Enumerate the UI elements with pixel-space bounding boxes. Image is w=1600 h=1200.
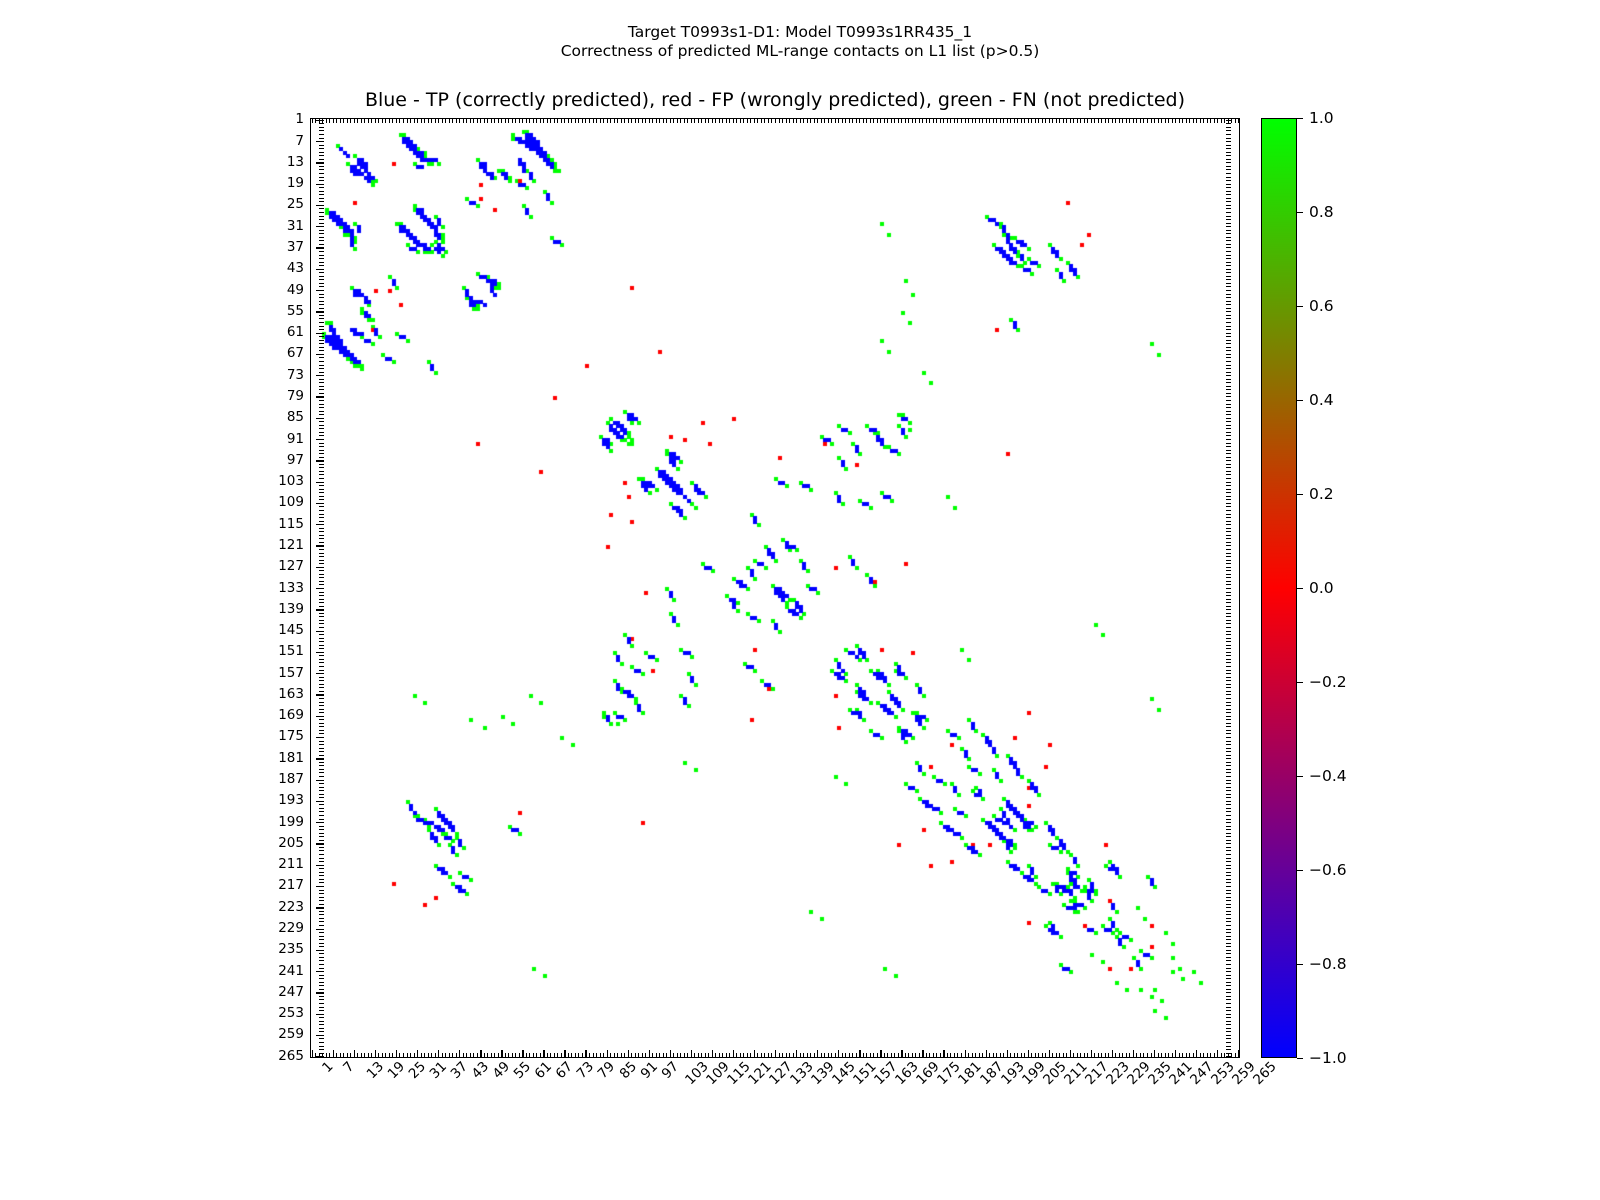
y-axis-tick-label: 79 bbox=[286, 387, 304, 404]
x-axis-tick-label: 55 bbox=[510, 1058, 535, 1083]
colorbar-tick-label: 0.0 bbox=[1309, 578, 1334, 597]
colorbar-tick-label: −0.2 bbox=[1309, 672, 1347, 691]
contact-map-heatmap bbox=[311, 119, 1239, 1057]
y-axis-tick-label: 259 bbox=[278, 1026, 304, 1043]
y-axis-tick-label: 163 bbox=[278, 685, 304, 702]
x-axis-tick-label: 7 bbox=[339, 1058, 358, 1076]
x-axis-tick-label: 13 bbox=[363, 1058, 387, 1083]
y-axis-tick-label: 151 bbox=[278, 643, 304, 660]
y-axis-tick-label: 73 bbox=[286, 366, 304, 383]
colorbar-tick-label: −0.4 bbox=[1309, 766, 1347, 785]
y-axis-tick-label: 1 bbox=[295, 111, 304, 128]
y-axis-tick-label: 169 bbox=[278, 707, 304, 724]
x-axis-tick-label: 265 bbox=[1250, 1058, 1280, 1089]
colorbar-tick-label: −1.0 bbox=[1309, 1048, 1347, 1067]
y-axis-tick-label: 121 bbox=[278, 536, 304, 553]
x-axis-top-minor-ticks bbox=[310, 118, 1240, 132]
y-axis-tick-label: 187 bbox=[278, 771, 304, 788]
y-axis-tick-label: 235 bbox=[278, 941, 304, 958]
y-axis-tick-label: 175 bbox=[278, 728, 304, 745]
colorbar-tick-label: 0.4 bbox=[1309, 390, 1334, 409]
axes-title: Blue - TP (correctly predicted), red - F… bbox=[364, 89, 1186, 111]
x-axis-tick-label: 97 bbox=[658, 1058, 682, 1083]
colorbar-gradient bbox=[1261, 118, 1297, 1058]
y-axis-tick-label: 103 bbox=[278, 473, 304, 490]
colorbar-tick-label: −0.8 bbox=[1309, 954, 1347, 973]
y-axis-tick-label: 181 bbox=[278, 749, 304, 766]
colorbar-tick-label: 0.6 bbox=[1309, 296, 1334, 315]
colorbar: 1.0 0.8 0.6 0.4 0.2 0.0 −0.2 −0.4 −0.6 −0.8 −1.0 bbox=[1261, 110, 1347, 1065]
y-axis-tick-label: 217 bbox=[278, 877, 304, 894]
y-axis-tick-label: 97 bbox=[286, 451, 304, 468]
y-axis-tick-label: 253 bbox=[278, 1005, 304, 1022]
x-axis-tick-label: 31 bbox=[426, 1058, 451, 1083]
y-axis-tick-label: 229 bbox=[278, 920, 304, 937]
y-axis-tick-label: 91 bbox=[286, 430, 304, 447]
y-axis-right-minor-ticks bbox=[1226, 118, 1240, 1058]
colorbar-tick-label: 0.8 bbox=[1309, 202, 1334, 221]
y-axis-tick-label: 7 bbox=[295, 132, 304, 149]
y-axis-tick-label: 115 bbox=[278, 515, 304, 532]
y-axis-tick-label: 109 bbox=[278, 494, 304, 511]
colorbar-tick-label: −0.6 bbox=[1309, 860, 1347, 879]
y-axis-tick-label: 127 bbox=[278, 558, 304, 575]
y-axis-tick-label: 85 bbox=[286, 409, 304, 426]
y-axis-tick-label: 157 bbox=[278, 664, 304, 681]
y-axis-tick-labels: 1 7 13 19 25 31 37 43 49 55 61 67 73 79 85 91 97 103 109 11… bbox=[240, 113, 304, 1062]
y-axis-tick-label: 55 bbox=[286, 302, 304, 319]
y-axis-tick-label: 241 bbox=[278, 962, 304, 979]
x-axis-tick-label: 19 bbox=[384, 1058, 409, 1083]
y-axis-tick-label: 199 bbox=[278, 813, 304, 830]
figure-supertitle-line2: Correctness of predicted ML-range contac… bbox=[560, 42, 1040, 60]
x-axis-tick-label: 49 bbox=[489, 1058, 514, 1083]
y-axis-tick-label: 49 bbox=[286, 281, 304, 298]
y-axis-major-ticks bbox=[310, 118, 324, 1058]
x-axis-tick-label: 91 bbox=[637, 1058, 661, 1083]
x-axis-major-ticks bbox=[310, 1044, 1240, 1058]
contact-map-plot-area bbox=[310, 118, 1240, 1058]
y-axis-tick-label: 205 bbox=[278, 834, 304, 851]
y-axis-tick-label: 13 bbox=[286, 153, 304, 170]
colorbar-tick-label: 1.0 bbox=[1309, 108, 1334, 127]
y-axis-tick-label: 211 bbox=[278, 856, 304, 873]
x-axis-tick-label: 79 bbox=[595, 1058, 619, 1083]
y-axis-tick-label: 193 bbox=[278, 792, 304, 809]
figure-supertitle-line1: Target T0993s1-D1: Model T0993s1RR435_1 bbox=[627, 23, 973, 41]
y-axis-tick-label: 37 bbox=[286, 238, 304, 255]
y-axis-tick-label: 25 bbox=[286, 196, 304, 213]
colorbar-tick-labels: 1.0 0.8 0.6 0.4 0.2 0.0 −0.2 −0.4 −0.6 −0.8 −1.0 bbox=[1309, 110, 1399, 1065]
y-axis-tick-label: 145 bbox=[278, 622, 304, 639]
y-axis-tick-label: 67 bbox=[286, 345, 304, 362]
x-axis-tick-label: 1 bbox=[318, 1058, 337, 1076]
y-axis-tick-label: 223 bbox=[278, 898, 304, 915]
y-axis-tick-label: 133 bbox=[278, 579, 304, 596]
y-axis-tick-label: 247 bbox=[278, 983, 304, 1000]
y-axis-tick-label: 43 bbox=[286, 260, 304, 277]
y-axis-tick-label: 139 bbox=[278, 600, 304, 617]
x-axis-tick-label: 85 bbox=[616, 1058, 640, 1083]
y-axis-tick-label: 31 bbox=[286, 217, 304, 234]
colorbar-ticks bbox=[1297, 118, 1307, 1060]
colorbar-tick-label: 0.2 bbox=[1309, 484, 1334, 503]
x-axis-tick-labels: 1 7 13 19 25 31 37 43 49 55 61 67 73 79 85 91 97 103 109 11… bbox=[310, 1058, 1280, 1150]
x-axis-tick-label: 37 bbox=[447, 1058, 472, 1083]
y-axis-tick-label: 265 bbox=[278, 1047, 304, 1064]
y-axis-tick-label: 19 bbox=[286, 175, 304, 192]
y-axis-tick-label: 61 bbox=[286, 324, 304, 341]
x-axis-tick-label: 25 bbox=[405, 1058, 430, 1083]
x-axis-tick-label: 43 bbox=[468, 1058, 493, 1083]
